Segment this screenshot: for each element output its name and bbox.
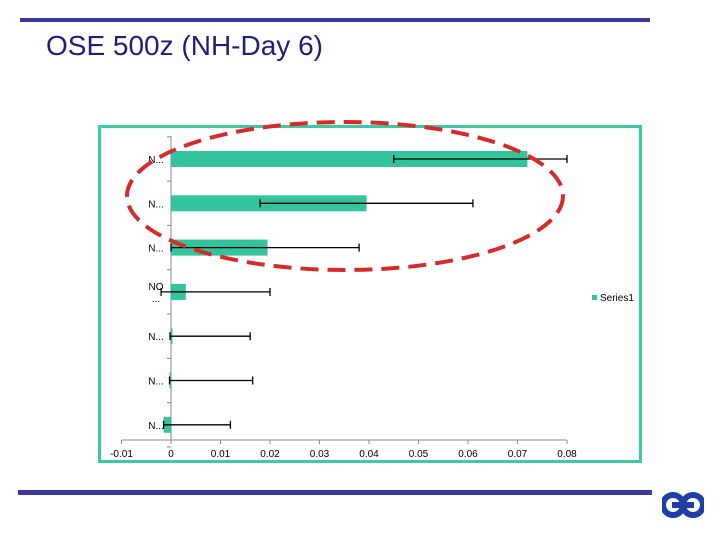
x-tick-label: 0.06 [458, 449, 478, 460]
x-tick-label: 0.03 [310, 449, 330, 460]
x-tick-label: 0.02 [260, 449, 280, 460]
category-label: N... [148, 155, 164, 166]
chart-frame [98, 125, 642, 463]
bottom-rule [18, 490, 652, 495]
category-label: N... [148, 332, 164, 343]
category-label-line: NO [149, 282, 164, 293]
x-tick-label: -0.01 [110, 449, 133, 460]
bar [171, 151, 528, 167]
category-label-line: ... [152, 294, 160, 305]
ecmwf-logo-icon [662, 492, 704, 518]
legend-label: Series1 [600, 293, 634, 304]
category-labels-layer: N... N... N... NO ... N... N... N... [148, 155, 164, 432]
x-tick-label: 0.01 [211, 449, 231, 460]
category-label: NO... [149, 282, 164, 305]
category-label: N... [148, 377, 164, 388]
error-bars-layer [160, 155, 568, 429]
category-label: N... [148, 421, 164, 432]
top-rule [20, 18, 650, 22]
x-tick-label: 0.05 [409, 449, 429, 460]
category-label: N... [148, 244, 164, 255]
x-tick-labels-layer: -0.01 0 0.01 0.02 0.03 0.04 0.05 0.06 0.07 0.08 [110, 440, 577, 460]
x-tick-label: 0.08 [557, 449, 577, 460]
x-tick-label: 0.07 [508, 449, 528, 460]
x-tick-label: 0 [168, 449, 174, 460]
legend-swatch [592, 295, 597, 300]
legend: Series1 [592, 293, 634, 304]
category-label: N... [148, 199, 164, 210]
highlight-ellipse [125, 120, 565, 272]
x-tick-label: 0.04 [359, 449, 379, 460]
slide-title: OSE 500z (NH-Day 6) [46, 30, 323, 61]
